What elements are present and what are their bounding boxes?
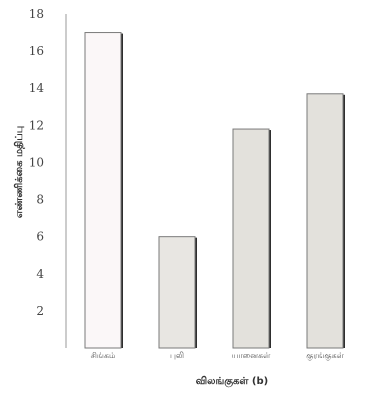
bar-1	[158, 236, 196, 349]
y-axis-title: எண்ணிக்கை மதிப்பு	[13, 126, 25, 218]
bar-3	[306, 93, 344, 349]
y-tick-label: 8	[36, 193, 44, 207]
x-category-label: யானைகள்	[232, 351, 271, 360]
y-tick-label: 16	[29, 44, 44, 58]
y-tick-label: 10	[29, 155, 44, 169]
bar-0	[84, 32, 122, 349]
x-axis-title: விலங்குகள் (b)	[196, 375, 268, 388]
x-category-label: சிங்கம்	[91, 351, 116, 360]
y-tick-label: 12	[29, 118, 44, 132]
x-axis-labels: சிங்கம் புலி யானைகள் குரங்குகள்	[91, 351, 345, 361]
y-tick-label: 18	[29, 7, 44, 21]
y-tick-label: 2	[36, 304, 44, 318]
y-tick-label: 6	[36, 230, 44, 244]
bars	[84, 32, 345, 349]
x-category-label: புலி	[170, 351, 184, 360]
y-tick-label: 4	[36, 267, 44, 281]
x-category-label: குரங்குகள்	[306, 351, 344, 361]
y-tick-label: 14	[29, 81, 45, 95]
y-axis: 2 4 6 8 10 12 14 16 18	[29, 7, 67, 348]
bar-2	[232, 128, 270, 349]
